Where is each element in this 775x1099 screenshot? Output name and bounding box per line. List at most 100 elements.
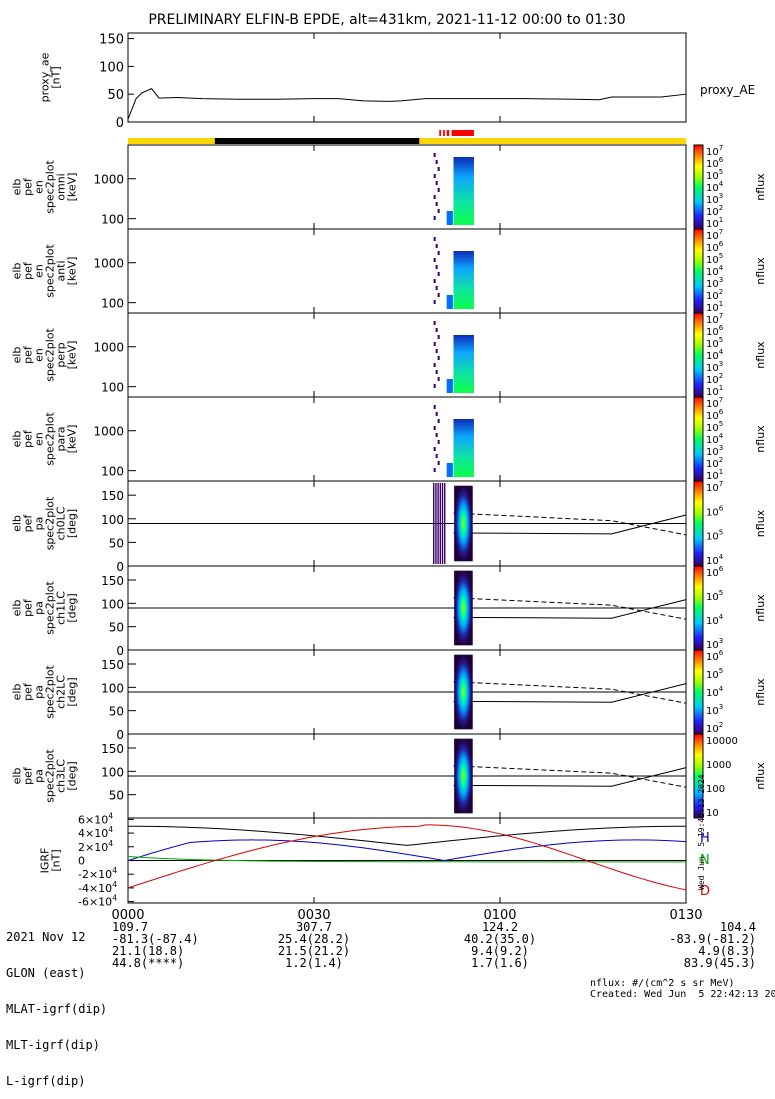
y-axis-label: spec2plot <box>44 412 57 466</box>
y-axis-label: pa <box>33 685 46 699</box>
anti-loss-cone-line <box>453 765 687 788</box>
loss-cone-line <box>453 683 687 703</box>
colorbar-tick: 104 <box>706 685 724 699</box>
elfin-summary-plot: PRELIMINARY ELFIN-B EPDE, alt=431km, 202… <box>11 12 768 970</box>
y-axis-label: [keV] <box>66 425 79 454</box>
y-axis-label: ch3LC <box>55 759 68 793</box>
y-axis-label: IGRF <box>39 848 52 874</box>
colorbar-tick: 107 <box>706 144 723 158</box>
colorbar-tick: 103 <box>706 360 723 374</box>
spectrogram-speck <box>433 174 436 178</box>
y-axis-label: perp <box>55 342 68 367</box>
anti-loss-cone-line <box>453 512 687 536</box>
y-axis-label: [nT] <box>50 66 63 88</box>
colorbar-label: nflux <box>754 425 767 453</box>
y-axis-label: [deg] <box>66 593 79 622</box>
pa-stripe <box>437 483 439 564</box>
spectrogram-burst <box>446 211 453 225</box>
colorbar-tick: 101 <box>706 468 723 482</box>
y-axis-label: pa <box>33 517 46 531</box>
pa-stripe <box>444 483 446 564</box>
status-marker <box>446 130 450 136</box>
y-axis-label: omni <box>55 173 68 200</box>
y-tick-label: -4×104 <box>78 880 117 895</box>
ephemeris-value: 21.5(21.2) <box>278 944 350 958</box>
colorbar <box>693 565 704 651</box>
spectrogram-speck <box>433 153 436 157</box>
pa-burst <box>454 738 473 814</box>
pa-stripe <box>439 483 442 564</box>
ephemeris-value: 9.4(9.2) <box>471 944 529 958</box>
y-tick-label: 100 <box>101 513 124 527</box>
y-axis-label: [deg] <box>66 509 79 538</box>
panel-frame <box>127 32 687 123</box>
colorbar <box>693 649 704 735</box>
spectrogram-speck <box>433 195 436 199</box>
status-segment <box>214 138 420 144</box>
ephem-label-l: L-igrf(dip) <box>6 1074 86 1088</box>
spectrogram-speck <box>433 363 436 367</box>
colorbar <box>693 733 704 819</box>
y-tick-label: 0 <box>116 644 124 658</box>
pa-burst <box>454 570 473 646</box>
y-axis-label: pef <box>22 345 35 364</box>
colorbar <box>693 144 704 230</box>
y-axis-label: [deg] <box>66 761 79 790</box>
spectrogram-speck <box>437 440 440 444</box>
spectrogram-burst <box>446 295 453 309</box>
y-axis-label: spec2plot <box>44 665 57 719</box>
panel-frame <box>127 144 687 230</box>
ephemeris-value: -83.9(-81.2) <box>669 932 756 946</box>
y-axis-label: en <box>33 432 46 446</box>
y-tick-label: 100 <box>101 213 124 227</box>
y-axis-label: spec2plot <box>44 581 57 635</box>
colorbar-tick: 101 <box>706 300 723 314</box>
y-axis-label: ch2LC <box>55 675 68 709</box>
spectrogram-speck <box>435 181 438 185</box>
pa-stripe <box>435 483 437 564</box>
loss-cone-line <box>453 599 687 619</box>
y-tick-label: 100 <box>101 297 124 311</box>
spectrogram-burst <box>453 157 474 225</box>
colorbar-tick: 107 <box>706 312 723 326</box>
colorbar-tick: 104 <box>706 348 724 362</box>
colorbar-tick: 107 <box>706 228 723 242</box>
spectrogram-speck <box>435 349 438 353</box>
colorbar-tick: 104 <box>706 613 724 627</box>
colorbar-label: nflux <box>754 509 767 537</box>
igrf-legend-H: H <box>700 831 710 846</box>
spectrogram-speck <box>433 237 436 241</box>
ephemeris-value: 4.9(8.3) <box>698 944 756 958</box>
y-axis-label: spec2plot <box>44 160 57 214</box>
colorbar <box>693 228 704 314</box>
colorbar-tick: 102 <box>706 372 723 386</box>
spectrogram-speck <box>437 251 440 255</box>
colorbar-tick: 102 <box>706 456 723 470</box>
colorbar-tick: 102 <box>706 288 723 302</box>
colorbar-tick: 103 <box>706 276 723 290</box>
spectrogram-speck <box>433 279 436 283</box>
y-tick-label: 50 <box>107 88 124 103</box>
y-tick-label: 150 <box>101 574 124 588</box>
ephemeris-value: 307.7 <box>296 920 332 934</box>
colorbar-tick: 104 <box>706 180 724 194</box>
colorbar-tick: 106 <box>706 408 724 422</box>
colorbar-tick: 105 <box>706 667 723 681</box>
spectrogram-speck <box>433 447 436 451</box>
y-axis-label: elb <box>11 431 24 448</box>
colorbar-label: nflux <box>754 594 767 622</box>
igrf-n-line <box>127 855 687 863</box>
spectrogram-speck <box>433 468 436 472</box>
y-axis-label: elb <box>11 515 24 532</box>
ephemeris-value: 104.4 <box>720 920 756 934</box>
chart-title: PRELIMINARY ELFIN-B EPDE, alt=431km, 202… <box>148 12 625 28</box>
y-tick-label: 100 <box>101 765 124 779</box>
spectrogram-burst <box>446 463 453 477</box>
colorbar-tick: 1000 <box>706 760 731 771</box>
spectrogram-speck <box>433 216 436 220</box>
colorbar-label: nflux <box>754 173 767 201</box>
y-axis-label: pef <box>22 682 35 701</box>
y-axis-label: pa <box>33 769 46 783</box>
ephemeris-value: 83.9(45.3) <box>684 956 756 970</box>
spectrogram-burst <box>453 251 474 309</box>
